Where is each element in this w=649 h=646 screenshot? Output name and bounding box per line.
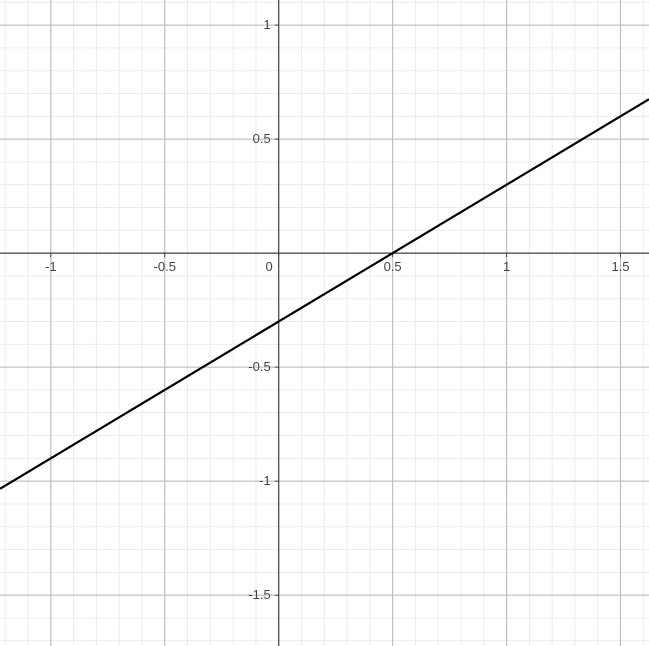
y-tick-label: -0.5 [248,359,270,374]
y-tick-label: 1 [263,17,270,32]
x-tick-label: 0.5 [384,259,402,274]
x-tick-label: 1.5 [611,259,629,274]
x-tick-label: 0 [265,259,272,274]
chart-svg: -1 -0.5 0 0.5 1 1.5 1 0.5 -0.5 -1 -1.5 [0,0,649,646]
x-tick-label: -0.5 [154,259,176,274]
line-chart: -1 -0.5 0 0.5 1 1.5 1 0.5 -0.5 -1 -1.5 [0,0,649,646]
y-tick-label: 0.5 [253,131,271,146]
y-tick-label: -1 [259,473,271,488]
x-tick-label: 1 [503,259,510,274]
y-tick-label: -1.5 [248,587,270,602]
x-tick-label: -1 [45,259,57,274]
